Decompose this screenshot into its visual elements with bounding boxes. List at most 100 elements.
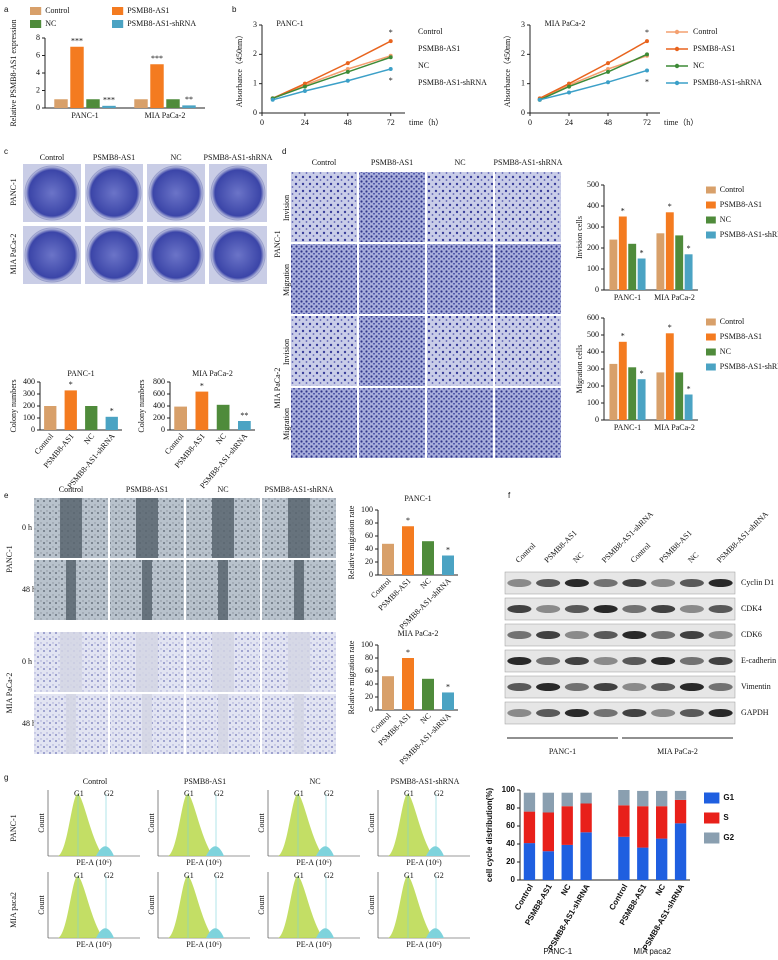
blot-strip: [504, 571, 736, 595]
hist-x-label: PE-A (10⁶): [76, 940, 112, 949]
wound-gap: [294, 560, 304, 620]
lane-label: NC: [686, 550, 700, 564]
panel-letter: d: [282, 147, 286, 156]
y-tick-label: 1: [521, 78, 525, 87]
y-tick-label: 100: [587, 264, 599, 273]
legend-label: PSMB8-AS1-shRNA: [720, 362, 778, 371]
column-label: NC: [217, 485, 228, 494]
y-tick-label: 0: [595, 415, 599, 424]
bar-segment: [561, 844, 573, 880]
x-tick-label: 48: [344, 118, 352, 127]
y-tick-label: 300: [587, 222, 599, 231]
lane-label: Control: [629, 541, 653, 565]
bar: [684, 254, 693, 290]
bar-segment: [542, 812, 554, 852]
series-line: [539, 69, 648, 101]
x-axis-label: time（h）: [664, 118, 698, 127]
bar-segment: [542, 851, 554, 880]
x-tick-label: NC: [418, 576, 432, 590]
hist-y-label: Count: [147, 894, 156, 914]
bar: [609, 363, 618, 420]
point: [302, 81, 307, 86]
y-tick-label: 0: [161, 425, 165, 434]
y-axis-label: cell cycle distribution(%): [485, 788, 494, 883]
plate: [86, 227, 142, 283]
bar: [216, 404, 230, 430]
hist-x-label: PE-A (10⁶): [406, 858, 442, 867]
y-tick-label: 6: [36, 50, 40, 59]
blot-band: [507, 657, 532, 665]
bar-segment: [580, 792, 592, 804]
peak-label: G2: [434, 871, 444, 880]
x-axis-label: time（h）: [409, 118, 443, 127]
x-tick-label: MIA PaCa-2: [145, 111, 186, 120]
blot-band: [593, 657, 618, 665]
g2-peak: [206, 928, 224, 938]
bar: [609, 239, 618, 290]
lane-label: PSMB8-AS1-shRNA: [715, 509, 770, 564]
bar-segment: [561, 792, 573, 807]
bar: [85, 406, 98, 430]
bar: [195, 391, 209, 430]
micrograph: [495, 244, 561, 314]
y-tick-label: 3: [253, 20, 257, 29]
legend-swatch: [30, 7, 42, 15]
bar-segment: [674, 799, 687, 824]
micrograph: [427, 388, 493, 458]
hist-x-label: PE-A (10⁶): [76, 858, 112, 867]
g1-peak: [278, 793, 323, 856]
point: [388, 39, 393, 44]
point: [537, 97, 542, 102]
y-axis-label: Relative migration rate: [347, 505, 356, 579]
bar-segment: [618, 790, 630, 806]
row-label: PANC-1: [9, 814, 18, 841]
column-label: PSMB8-AS1: [126, 485, 168, 494]
legend-swatch: [706, 201, 716, 209]
panel-letter: g: [4, 773, 8, 782]
g2-peak: [206, 846, 224, 856]
peak-label: G1: [74, 871, 84, 880]
row-label: MIA PaCa-2: [9, 234, 18, 275]
significance: **: [240, 411, 248, 420]
x-tick-label: 48: [604, 118, 612, 127]
bar-segment: [656, 790, 668, 807]
bar: [656, 233, 665, 290]
blot-band: [651, 631, 676, 639]
column-label: PSMB8-AS1: [371, 158, 413, 167]
point: [567, 90, 571, 95]
plate: [148, 165, 204, 221]
significance: *: [389, 28, 393, 37]
legend-label: NC: [45, 19, 56, 28]
column-label: PSMB8-AS1-shRNA: [494, 158, 563, 167]
y-tick-label: 80: [506, 803, 515, 812]
group-label: MIA paca2: [633, 947, 671, 956]
row-label: 48 h: [22, 585, 36, 594]
bar-segment: [561, 806, 573, 845]
bar: [628, 367, 637, 420]
hist-x-label: PE-A (10⁶): [406, 940, 442, 949]
hist-y-label: Count: [37, 812, 46, 832]
point: [345, 78, 350, 83]
legend-swatch: [112, 7, 124, 15]
micrograph: [291, 244, 357, 314]
y-tick-label: 80: [365, 653, 373, 662]
y-tick-label: 100: [361, 640, 373, 649]
g2-peak: [316, 846, 334, 856]
hist-y-label: Count: [257, 894, 266, 914]
chart-title: PANC-1: [404, 494, 431, 503]
legend-swatch: [706, 318, 716, 326]
significance: *: [621, 332, 625, 341]
group-label: MIA PaCa-2: [657, 747, 698, 756]
blot-band: [564, 579, 589, 587]
blot-band: [679, 709, 704, 717]
point: [270, 97, 275, 102]
wound-gap: [142, 560, 152, 620]
protein-label: GAPDH: [741, 708, 769, 717]
wound-gap: [288, 632, 310, 692]
y-axis-label: Relative migration rate: [347, 640, 356, 714]
bar: [637, 379, 646, 420]
blot-band: [564, 709, 589, 717]
significance: *: [687, 244, 691, 253]
row-label: 48 h: [22, 719, 36, 728]
